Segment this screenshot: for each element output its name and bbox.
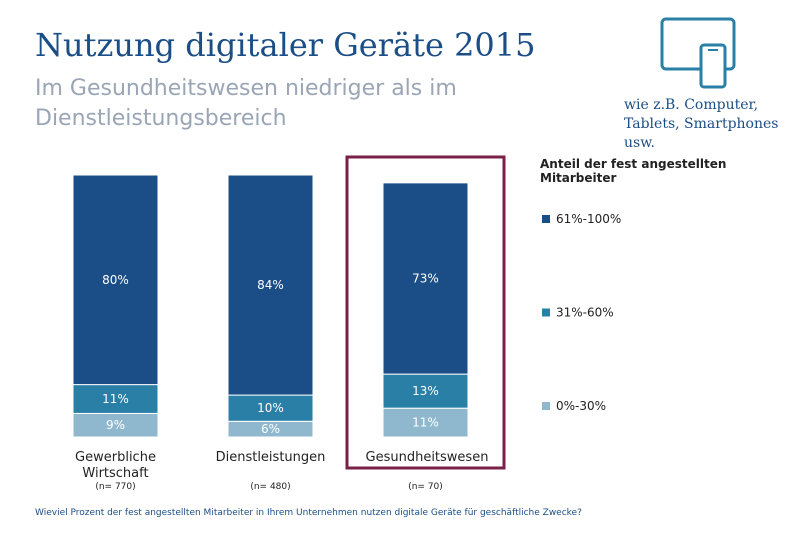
legend-swatch bbox=[542, 402, 550, 410]
sample-size: (n= 70) bbox=[408, 482, 443, 492]
value-label: 9% bbox=[106, 418, 125, 432]
value-label: 13% bbox=[412, 384, 439, 398]
legend-label: 61%-100% bbox=[556, 212, 621, 226]
sample-size: (n= 480) bbox=[250, 482, 291, 492]
legend-swatch bbox=[542, 308, 550, 317]
bar-segment bbox=[72, 174, 159, 386]
sample-size: (n= 770) bbox=[95, 482, 136, 492]
value-label: 11% bbox=[412, 416, 439, 430]
bar-segment bbox=[227, 174, 314, 396]
subtitle-line: Im Gesundheitswesen niedriger als im bbox=[35, 76, 457, 101]
highlight-frame bbox=[345, 155, 506, 470]
bar-segment bbox=[382, 182, 469, 375]
icon-note: wie z.B. Computer, Tablets, Smartphones … bbox=[624, 97, 779, 151]
legend-swatch bbox=[542, 215, 550, 223]
bar-segment bbox=[382, 407, 469, 438]
value-label: 10% bbox=[257, 401, 284, 415]
legend-title: Anteil der fest angestellten Mitarbeiter bbox=[540, 157, 727, 185]
subtitle: Im Gesundheitswesen niedriger als im Die… bbox=[35, 74, 457, 134]
value-label: 6% bbox=[261, 422, 280, 436]
footnote: Wieviel Prozent der fest angestellten Mi… bbox=[35, 508, 582, 518]
x-tick-label: Dienstleistungen bbox=[215, 450, 326, 465]
device-icon bbox=[660, 17, 736, 89]
value-label: 84% bbox=[257, 278, 284, 292]
x-tick-label: Gesundheitswesen bbox=[365, 450, 489, 465]
value-label: 80% bbox=[102, 273, 129, 287]
legend-label: 31%-60% bbox=[556, 306, 614, 320]
chart-title: Nutzung digitaler Geräte 2015 bbox=[35, 26, 536, 64]
x-tick-label: Gewerbliche Wirtschaft bbox=[75, 450, 156, 481]
value-label: 11% bbox=[102, 392, 129, 406]
subtitle-line: Dienstleistungsbereich bbox=[35, 106, 287, 131]
legend-label: 0%-30% bbox=[556, 399, 606, 413]
bar-segment bbox=[382, 373, 469, 409]
value-label: 73% bbox=[412, 271, 439, 285]
